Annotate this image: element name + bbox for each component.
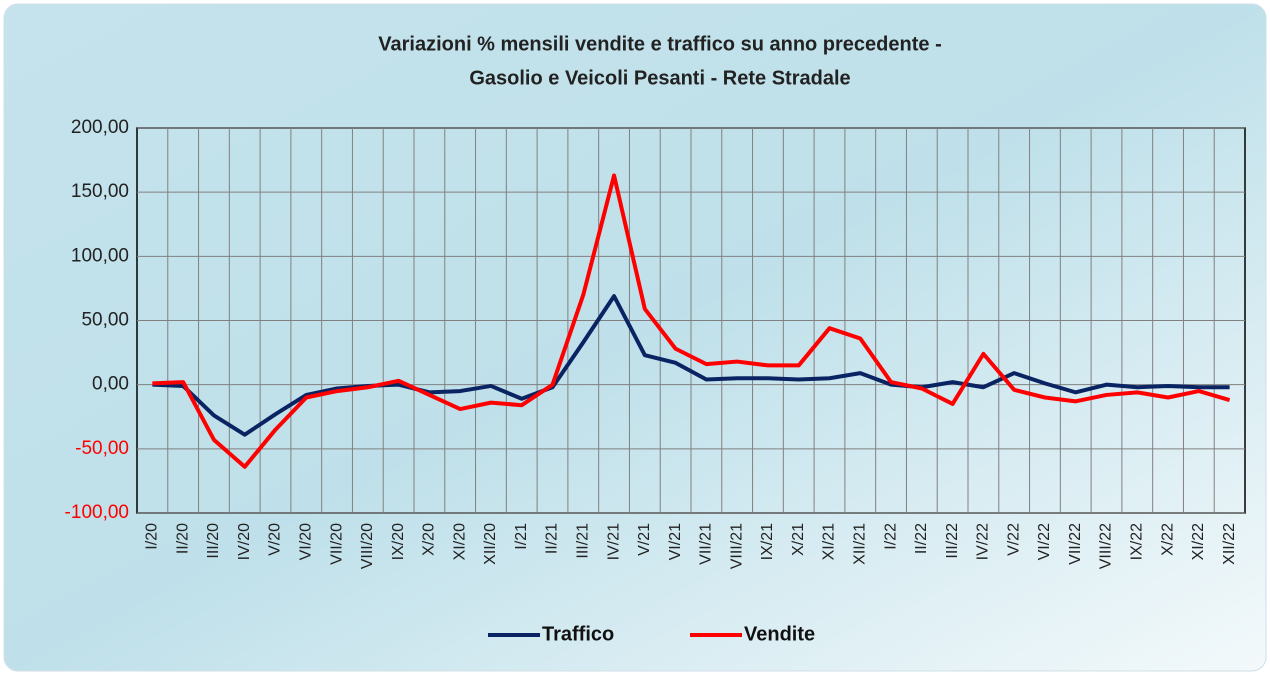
- x-tick-label: VIII/20: [359, 523, 376, 569]
- y-tick-label: -100,00: [65, 502, 129, 523]
- y-tick-label: 150,00: [71, 181, 129, 202]
- y-tick-label: 0,00: [92, 374, 129, 395]
- legend-label: Traffico: [542, 623, 614, 645]
- x-tick-label: VIII/21: [728, 523, 745, 569]
- x-tick-label: XII/21: [851, 523, 868, 565]
- x-tick-label: IX/21: [759, 523, 776, 560]
- x-tick-label: IV/22: [975, 523, 992, 560]
- x-tick-label: VI/20: [297, 523, 314, 560]
- x-tick-label: IV/21: [605, 523, 622, 560]
- x-tick-label: II/21: [544, 523, 561, 554]
- x-tick-label: VII/21: [698, 523, 715, 565]
- x-tick-label: X/21: [790, 523, 807, 556]
- x-tick-label: II/20: [174, 523, 191, 554]
- x-tick-label: I/21: [513, 523, 530, 550]
- data-line: [152, 173, 1231, 469]
- x-tick-label: XI/21: [821, 523, 838, 560]
- x-tick-label: I/20: [144, 523, 161, 550]
- x-tick-label: III/20: [205, 523, 222, 559]
- x-tick-label: I/22: [882, 523, 899, 550]
- chart-title: Gasolio e Veicoli Pesanti - Rete Stradal…: [469, 67, 850, 89]
- x-tick-label: X/22: [1159, 523, 1176, 556]
- x-tick-label: II/22: [913, 523, 930, 554]
- x-tick-label: V/20: [267, 523, 284, 556]
- x-tick-label: VII/20: [328, 523, 345, 565]
- x-tick-label: III/21: [574, 523, 591, 559]
- x-tick-label: XI/22: [1190, 523, 1207, 560]
- x-tick-label: III/22: [944, 523, 961, 559]
- chart-title: Variazioni % mensili vendite e traffico …: [378, 33, 942, 55]
- y-tick-label: -50,00: [75, 438, 129, 459]
- x-tick-label: V/22: [1005, 523, 1022, 556]
- x-tick-label: VII/22: [1067, 523, 1084, 565]
- y-tick-label: 100,00: [71, 245, 129, 266]
- y-tick-label: 50,00: [81, 310, 129, 331]
- x-tick-label: IX/20: [390, 523, 407, 560]
- x-tick-label: XI/20: [451, 523, 468, 560]
- x-tick-label: VI/22: [1036, 523, 1053, 560]
- x-tick-label: XII/20: [482, 523, 499, 565]
- data-line: [152, 294, 1230, 437]
- x-tick-label: X/20: [421, 523, 438, 556]
- y-tick-label: 200,00: [71, 117, 129, 138]
- x-tick-label: V/21: [636, 523, 653, 556]
- x-tick-label: VI/21: [667, 523, 684, 560]
- x-tick-label: XII/22: [1221, 523, 1238, 565]
- legend-label: Vendite: [744, 623, 815, 645]
- x-tick-label: IV/20: [236, 523, 253, 560]
- x-tick-label: IX/22: [1128, 523, 1145, 560]
- x-tick-label: VIII/22: [1098, 523, 1115, 569]
